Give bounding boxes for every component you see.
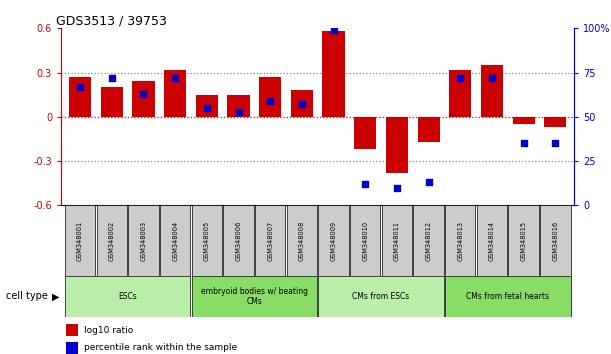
Bar <box>66 342 78 354</box>
Bar <box>477 205 507 276</box>
Text: GSM348008: GSM348008 <box>299 221 305 261</box>
Point <box>487 75 497 81</box>
Point <box>170 75 180 81</box>
Text: CMs from ESCs: CMs from ESCs <box>353 292 410 301</box>
Bar <box>417 117 440 142</box>
Bar <box>133 81 155 117</box>
Bar <box>414 205 444 276</box>
Bar <box>101 87 123 117</box>
Text: GSM348014: GSM348014 <box>489 221 495 261</box>
Point <box>107 75 117 81</box>
Bar <box>196 95 218 117</box>
Bar <box>65 205 95 276</box>
Text: GSM348005: GSM348005 <box>204 221 210 261</box>
Bar <box>287 205 317 276</box>
Point <box>392 185 402 190</box>
Point <box>329 27 338 33</box>
Bar <box>66 324 78 336</box>
Bar <box>318 276 444 317</box>
Bar <box>160 205 191 276</box>
Text: embryoid bodies w/ beating
CMs: embryoid bodies w/ beating CMs <box>201 287 308 306</box>
Point <box>202 105 212 111</box>
Text: ESCs: ESCs <box>119 292 137 301</box>
Bar <box>540 205 571 276</box>
Bar <box>192 276 317 317</box>
Point <box>75 84 85 90</box>
Bar <box>69 77 91 117</box>
Bar <box>65 276 191 317</box>
Bar <box>128 205 159 276</box>
Text: ▶: ▶ <box>52 291 59 302</box>
Text: log10 ratio: log10 ratio <box>84 326 133 335</box>
Bar <box>481 65 503 117</box>
Text: GSM348006: GSM348006 <box>235 221 241 261</box>
Text: GSM348011: GSM348011 <box>394 221 400 261</box>
Text: GSM348012: GSM348012 <box>426 221 431 261</box>
Bar <box>508 205 539 276</box>
Bar <box>318 205 349 276</box>
Text: GSM348002: GSM348002 <box>109 221 115 261</box>
Bar <box>255 205 285 276</box>
Point <box>423 179 433 185</box>
Bar <box>192 205 222 276</box>
Point <box>551 141 560 146</box>
Point <box>233 109 243 114</box>
Bar <box>323 31 345 117</box>
Bar <box>291 90 313 117</box>
Bar <box>259 77 281 117</box>
Bar <box>223 205 254 276</box>
Bar <box>513 117 535 124</box>
Bar <box>97 205 127 276</box>
Text: cell type: cell type <box>6 291 48 302</box>
Point <box>455 75 465 81</box>
Text: GSM348003: GSM348003 <box>141 221 147 261</box>
Bar <box>449 70 471 117</box>
Bar <box>164 70 186 117</box>
Point <box>139 91 148 97</box>
Text: percentile rank within the sample: percentile rank within the sample <box>84 343 237 352</box>
Text: GSM348001: GSM348001 <box>77 221 83 261</box>
Bar <box>544 117 566 127</box>
Bar <box>227 95 250 117</box>
Text: GSM348013: GSM348013 <box>457 221 463 261</box>
Point <box>265 98 275 104</box>
Text: CMs from fetal hearts: CMs from fetal hearts <box>466 292 549 301</box>
Bar <box>350 205 381 276</box>
Bar <box>445 276 571 317</box>
Text: GDS3513 / 39753: GDS3513 / 39753 <box>56 14 167 27</box>
Text: GSM348010: GSM348010 <box>362 221 368 261</box>
Bar <box>386 117 408 173</box>
Text: GSM348007: GSM348007 <box>267 221 273 261</box>
Text: GSM348009: GSM348009 <box>331 221 337 261</box>
Bar <box>445 205 475 276</box>
Text: GSM348016: GSM348016 <box>552 221 558 261</box>
Text: GSM348004: GSM348004 <box>172 221 178 261</box>
Bar <box>382 205 412 276</box>
Bar <box>354 117 376 149</box>
Point <box>297 102 307 107</box>
Point <box>519 141 529 146</box>
Text: GSM348015: GSM348015 <box>521 221 527 261</box>
Point <box>360 181 370 187</box>
